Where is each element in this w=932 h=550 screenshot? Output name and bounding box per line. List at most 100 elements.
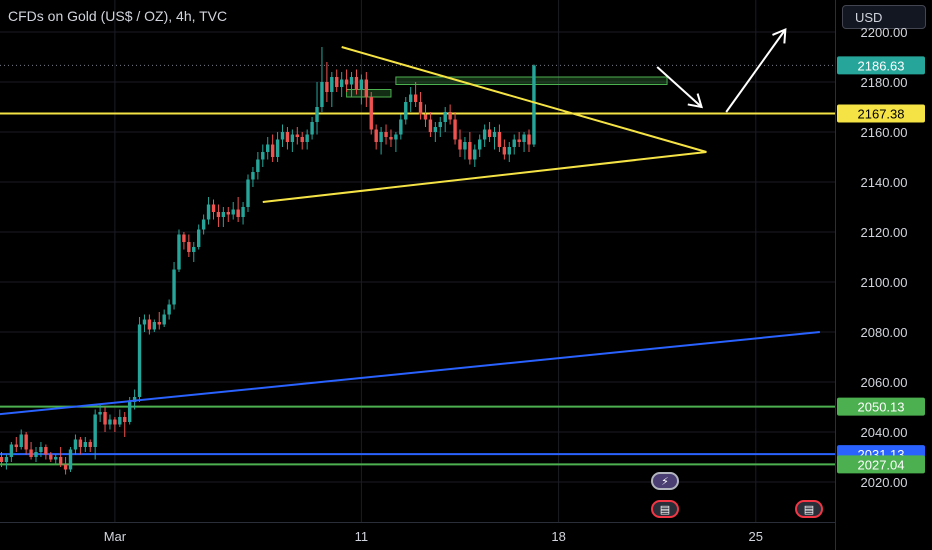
candle [216,212,221,217]
candle [344,79,349,85]
candle [142,319,147,325]
chart-title: CFDs on Gold (US$ / OZ), 4h, TVC [8,8,228,24]
candle [246,179,250,207]
candle [4,457,9,462]
candle [438,122,442,127]
x-tick-label: 18 [551,529,565,544]
x-tick-label: 11 [355,529,369,544]
forecast-arrow-head [772,27,787,44]
y-tick-label: 2080.00 [861,325,908,340]
candle [404,102,408,120]
candle [251,172,255,180]
candle [54,457,58,460]
candle [453,119,457,140]
trend-line [341,46,707,153]
candle [418,102,423,115]
candle [241,207,245,217]
y-tick-label: 2020.00 [861,475,908,490]
candle [266,144,270,152]
candle [408,94,413,102]
candle [364,79,369,97]
candle [478,139,482,150]
candle [512,139,516,147]
candle [113,419,117,425]
candle [369,97,373,130]
candle [39,447,43,452]
candle [305,134,309,142]
us-flag-icon[interactable]: ▤ [651,500,679,518]
candle [157,322,161,325]
candle [394,134,398,140]
candle [192,247,196,252]
candle [103,412,107,425]
candle [468,142,472,160]
candle [497,132,502,147]
y-tick-label: 2200.00 [861,25,908,40]
candle [330,77,334,92]
candle [482,129,487,140]
candle [290,134,295,142]
candle [201,219,206,230]
zone-box [395,76,668,85]
candle [354,77,359,90]
candle [458,139,462,150]
candle [448,112,452,120]
candle [413,94,418,102]
candle [197,229,201,247]
candle [389,137,393,140]
candle [226,212,230,215]
candle [349,77,354,85]
candle [443,112,447,122]
candle [428,119,433,132]
y-tick-label: 2120.00 [861,225,908,240]
candle [300,137,304,142]
candle [34,452,38,457]
zone-box [346,89,392,98]
candle [527,134,531,145]
price-label: 2167.38 [858,107,905,122]
candle [49,454,53,460]
candle [517,139,521,142]
y-tick-label: 2100.00 [861,275,908,290]
candle [78,439,83,447]
candle [339,79,344,87]
forecast-arrow [656,66,703,108]
candle [211,204,216,212]
candle [507,147,511,155]
candle [108,419,112,425]
candle [532,65,536,145]
trend-line [0,331,820,416]
candle [231,209,235,215]
candle [177,234,181,270]
lightning-icon[interactable]: ⚡ [651,472,679,490]
candle [275,139,280,157]
candle [88,442,92,447]
candle [9,444,14,457]
candle [182,234,186,242]
x-tick-label: 25 [749,529,763,544]
price-label: 2050.13 [858,400,905,415]
candle [83,442,88,447]
candle [29,449,33,457]
candle [285,132,290,142]
us-flag-icon[interactable]: ▤ [795,500,823,518]
x-tick-label: Mar [104,529,127,544]
candle [68,449,73,470]
candle [152,322,157,330]
currency-button[interactable]: USD [842,5,926,29]
candle [295,134,299,137]
price-label-bg [837,56,925,75]
candle [325,82,329,92]
candle [423,114,428,120]
candle [320,82,324,107]
candle [463,142,467,150]
y-tick-label: 2040.00 [861,425,908,440]
candle [487,129,492,137]
candle [502,147,507,155]
candle [270,144,275,157]
candle [58,457,63,465]
candle [315,107,319,122]
candle [399,119,403,135]
candle [137,324,142,397]
